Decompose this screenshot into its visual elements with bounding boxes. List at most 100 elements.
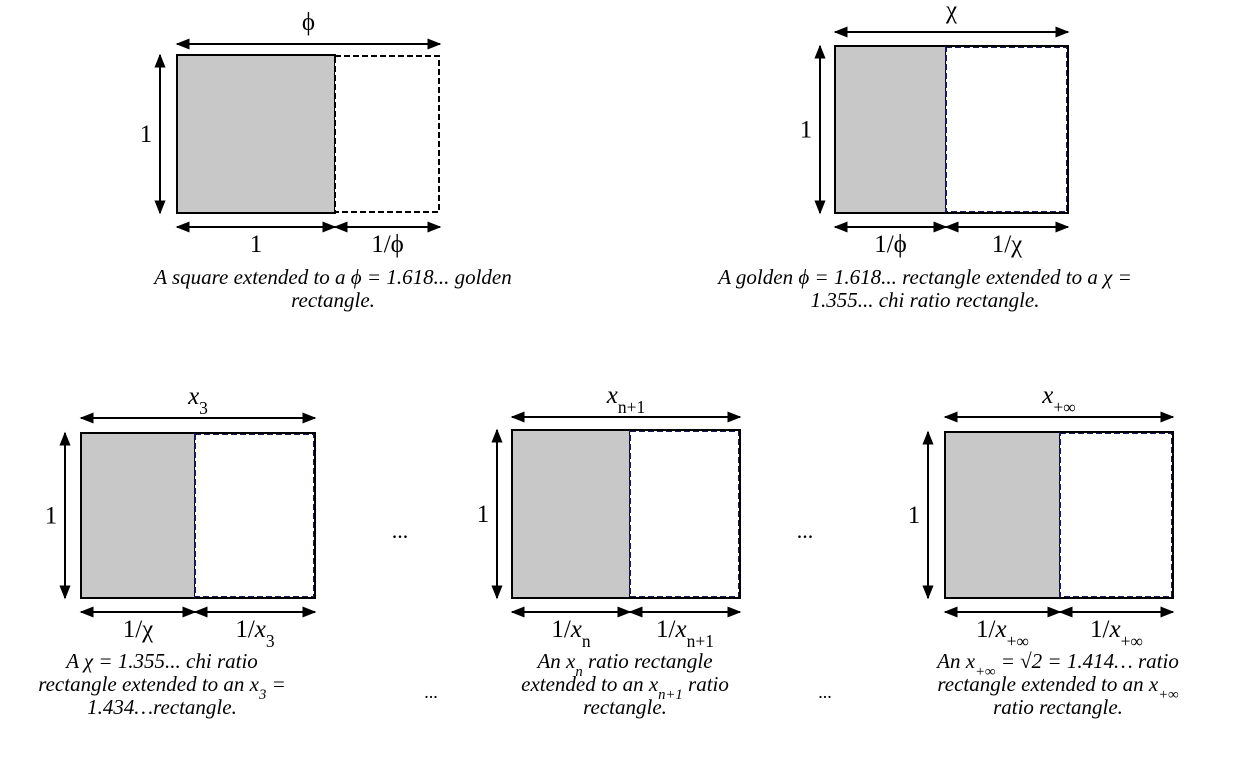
text-run: A square extended to a ϕ = 1.618... gold…: [152, 265, 511, 289]
extension-region: [945, 46, 1068, 213]
text-run: 1/: [235, 616, 255, 643]
italic-run: x: [187, 383, 199, 410]
text-run: 1/: [656, 616, 676, 643]
ellipsis: ...: [818, 682, 832, 702]
text-run: An x: [535, 649, 576, 673]
subscript-run: n+1: [618, 397, 645, 417]
math-label: 1: [800, 117, 813, 144]
math-label: 1: [908, 502, 921, 529]
text-run: 1/: [1090, 616, 1110, 643]
square-region: [176, 54, 336, 214]
subscript-run: +∞: [1158, 687, 1178, 703]
caption-line: rectangle.: [583, 695, 667, 719]
ellipsis: ...: [797, 518, 814, 543]
subscript-run: 3: [199, 398, 208, 418]
text-run: 1.355... chi ratio rectangle.: [810, 288, 1039, 312]
text-run: ratio rectangle.: [993, 695, 1123, 719]
extension-region: [334, 55, 440, 213]
subscript-run: +∞: [975, 664, 995, 680]
caption-line: 1.434…rectangle.: [87, 695, 237, 719]
caption-line: rectangle extended to an x3 =: [38, 672, 286, 703]
math-label: 1/x+∞: [976, 616, 1029, 651]
extension-region: [629, 430, 740, 598]
text-run: rectangle.: [583, 695, 667, 719]
math-label: 1: [477, 501, 490, 528]
text-run: extended to an x: [521, 672, 659, 696]
italic-run: x: [994, 616, 1006, 643]
math-label: xn+1: [606, 382, 645, 417]
math-label: x3: [187, 383, 208, 418]
text-run: 1/: [976, 616, 996, 643]
italic-run: x: [674, 616, 686, 643]
extension-region: [194, 433, 315, 598]
italic-run: x: [1041, 382, 1053, 409]
text-run: 1: [908, 502, 921, 529]
math-label: 1/xn+1: [656, 616, 714, 651]
square-region: [80, 432, 196, 599]
subscript-run: +∞: [1121, 631, 1143, 651]
math-label: 1/x3: [235, 616, 275, 651]
math-label: 1/χ: [123, 616, 154, 643]
text-run: 1.434…rectangle.: [87, 695, 237, 719]
italic-run: x: [254, 616, 266, 643]
caption-line: An xn ratio rectangle: [535, 649, 712, 680]
text-run: χ: [945, 0, 957, 24]
ellipsis: ...: [424, 682, 438, 702]
square-region: [511, 429, 631, 599]
text-run: = √2 = 1.414… ratio: [995, 649, 1178, 673]
math-label: 1: [45, 503, 58, 530]
rectangle-outline: [630, 429, 741, 599]
math-label: x+∞: [1041, 382, 1075, 417]
rectangle-outline: [195, 432, 316, 599]
text-run: A golden ϕ = 1.618... rectangle extended…: [716, 265, 1132, 289]
text-run: 1: [45, 503, 58, 530]
math-label: 1/ϕ: [874, 231, 907, 258]
text-run: 1: [250, 231, 263, 258]
rectangle-outline: [1060, 431, 1174, 599]
caption-line: 1.355... chi ratio rectangle.: [810, 288, 1039, 312]
text-run: ratio: [683, 672, 729, 696]
italic-run: x: [570, 616, 582, 643]
math-label: 1/ϕ: [371, 231, 404, 258]
text-run: 1/χ: [123, 616, 154, 643]
math-label: 1: [140, 121, 153, 148]
caption-line: ratio rectangle.: [993, 695, 1123, 719]
caption-line: A χ = 1.355... chi ratio: [64, 649, 258, 673]
subscript-run: +∞: [1007, 631, 1029, 651]
ellipsis: ...: [392, 518, 409, 543]
math-label: 1/x+∞: [1090, 616, 1143, 651]
text-run: An x: [935, 649, 976, 673]
text-run: 1/ϕ: [874, 231, 907, 258]
text-run: ϕ: [302, 9, 315, 36]
text-run: 1: [140, 121, 153, 148]
subscript-run: n: [582, 631, 591, 651]
subscript-run: n: [575, 664, 582, 680]
math-label: 1/xn: [551, 616, 591, 651]
text-run: rectangle extended to an x: [38, 672, 259, 696]
caption-line: extended to an xn+1 ratio: [521, 672, 729, 703]
subscript-run: n+1: [687, 631, 714, 651]
caption-line: rectangle.: [291, 288, 375, 312]
math-label: 1: [250, 231, 263, 258]
subscript-run: +∞: [1053, 397, 1075, 417]
square-region: [944, 431, 1061, 599]
subscript-run: 3: [258, 687, 266, 703]
extension-region: [1059, 432, 1173, 598]
italic-run: x: [606, 382, 618, 409]
text-run: =: [266, 672, 285, 696]
math-label: χ: [945, 0, 957, 24]
caption-line: A square extended to a ϕ = 1.618... gold…: [152, 265, 511, 289]
text-run: 1/ϕ: [371, 231, 404, 258]
caption-line: rectangle extended to an x+∞: [937, 672, 1178, 703]
rectangle-outline: [946, 45, 1069, 214]
subscript-run: 3: [266, 631, 275, 651]
text-run: rectangle extended to an x: [937, 672, 1158, 696]
text-run: rectangle.: [291, 288, 375, 312]
text-run: ratio rectangle: [583, 649, 713, 673]
text-run: 1: [800, 117, 813, 144]
text-run: 1/: [551, 616, 571, 643]
subscript-run: n+1: [658, 687, 683, 703]
caption-line: A golden ϕ = 1.618... rectangle extended…: [716, 265, 1132, 289]
square-region: [834, 45, 947, 214]
